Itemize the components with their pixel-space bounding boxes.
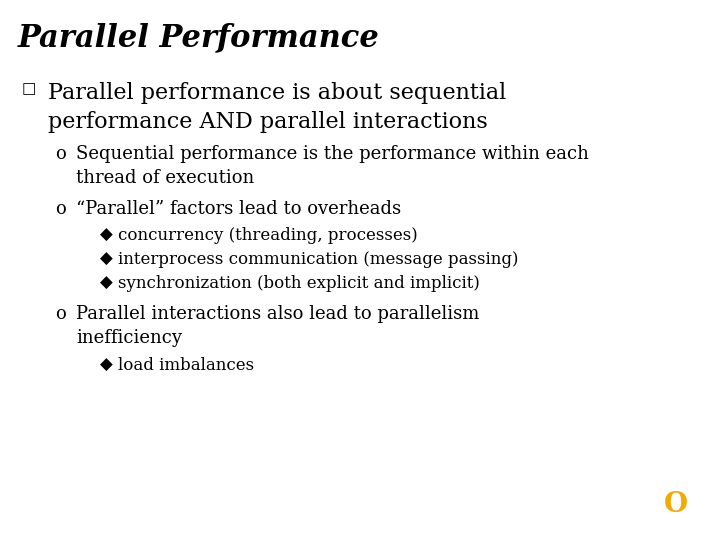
Text: inefficiency: inefficiency	[76, 329, 182, 347]
Text: ◆: ◆	[100, 357, 113, 374]
Text: o: o	[55, 305, 66, 323]
Text: Introduction to Parallel Computing, University of Oregon, IPCC: Introduction to Parallel Computing, Univ…	[8, 516, 283, 525]
Text: Sequential performance is the performance within each: Sequential performance is the performanc…	[76, 145, 589, 163]
Text: Lecture 4 – Parallel Performance Theory - 2: Lecture 4 – Parallel Performance Theory …	[335, 516, 525, 525]
Text: UNIVERSITY
OF OREGON: UNIVERSITY OF OREGON	[663, 525, 689, 534]
Text: thread of execution: thread of execution	[76, 169, 254, 187]
Text: interprocess communication (message passing): interprocess communication (message pass…	[118, 251, 518, 267]
Text: O: O	[664, 491, 688, 518]
Text: ◆: ◆	[100, 227, 113, 244]
Text: ◆: ◆	[100, 251, 113, 267]
Text: ◆: ◆	[100, 274, 113, 292]
Text: synchronization (both explicit and implicit): synchronization (both explicit and impli…	[118, 274, 480, 292]
Text: concurrency (threading, processes): concurrency (threading, processes)	[118, 227, 418, 244]
Text: Parallel performance is about sequential: Parallel performance is about sequential	[48, 82, 506, 104]
Text: Parallel interactions also lead to parallelism: Parallel interactions also lead to paral…	[76, 305, 480, 323]
Text: □: □	[22, 82, 37, 96]
Text: o: o	[55, 200, 66, 219]
Text: Parallel Performance: Parallel Performance	[18, 22, 379, 53]
Text: o: o	[55, 145, 66, 163]
Text: performance AND parallel interactions: performance AND parallel interactions	[48, 111, 487, 133]
Text: 52: 52	[564, 516, 575, 525]
Text: “Parallel” factors lead to overheads: “Parallel” factors lead to overheads	[76, 200, 401, 219]
Text: load imbalances: load imbalances	[118, 357, 254, 374]
